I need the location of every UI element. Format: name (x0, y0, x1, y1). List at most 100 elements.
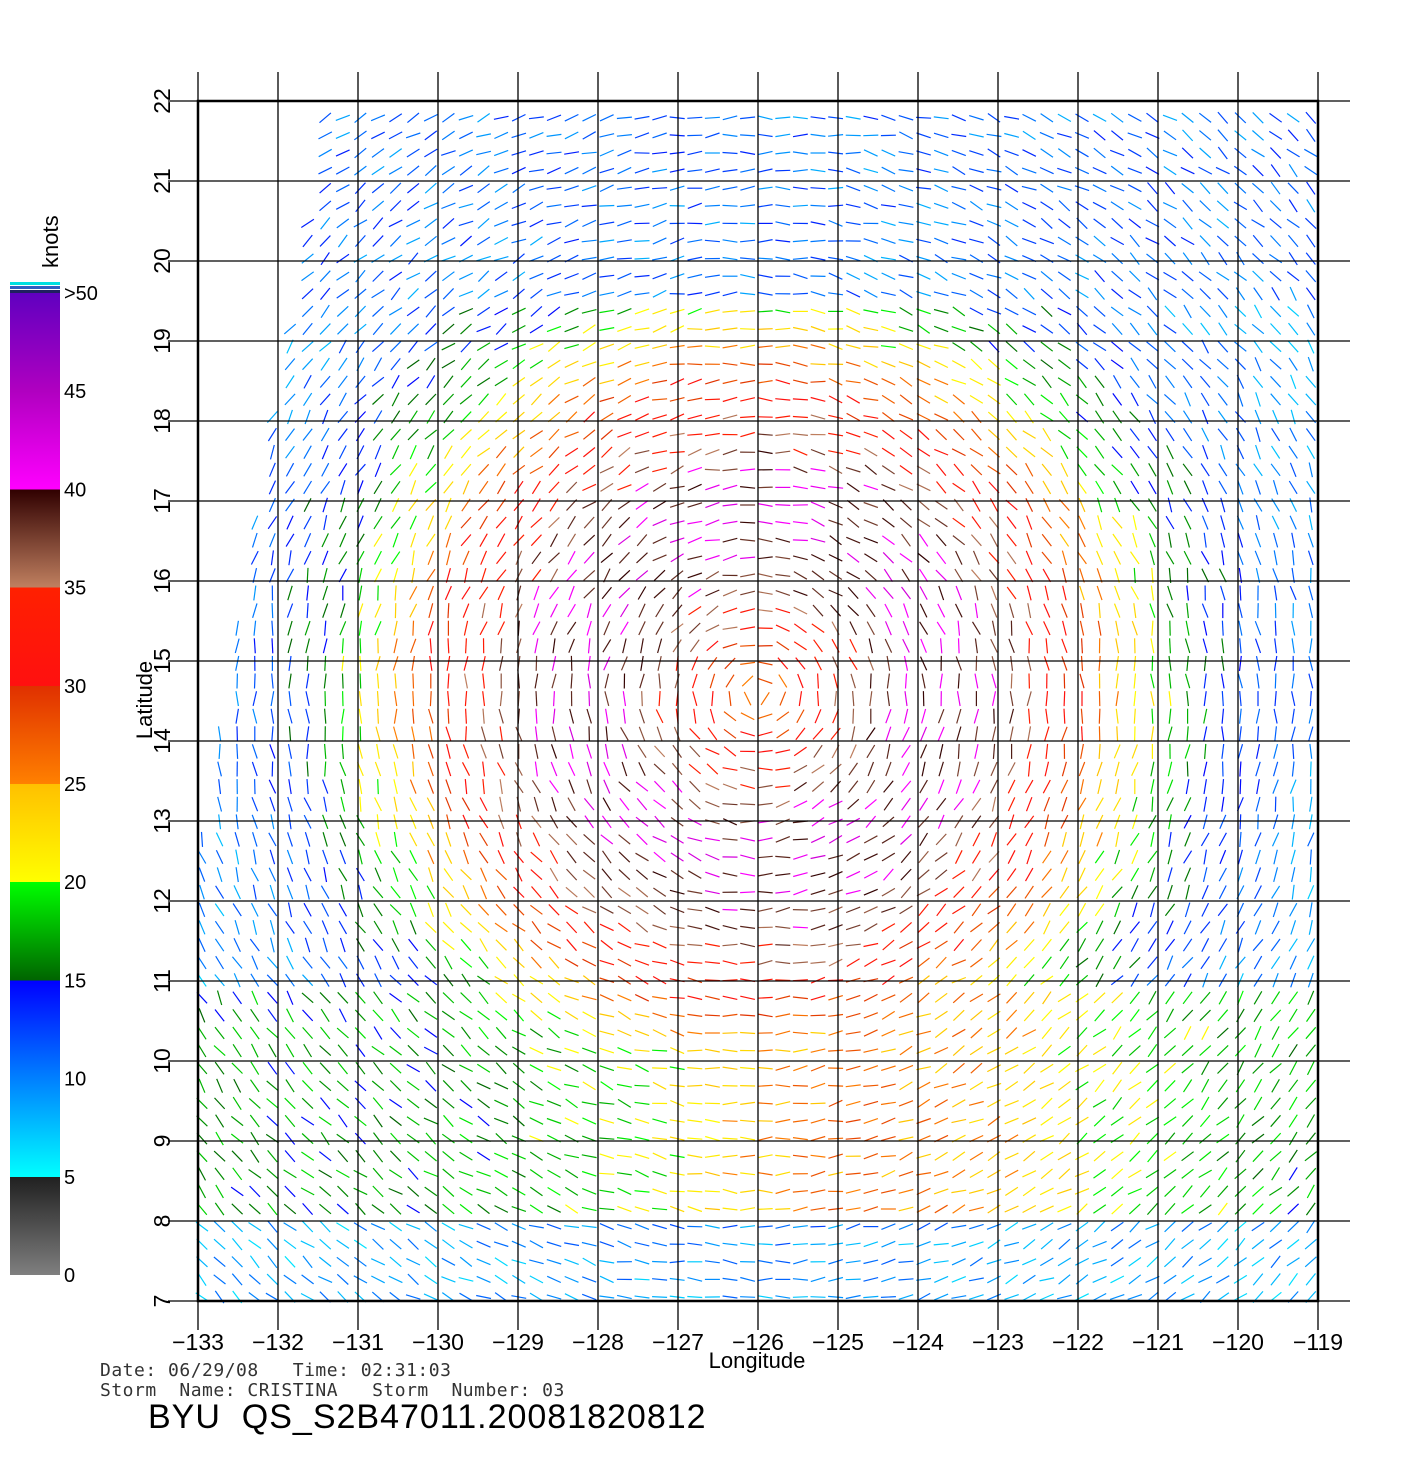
wind-barb (374, 462, 382, 478)
wind-barb (392, 532, 399, 548)
wind-barb (1255, 708, 1261, 724)
wind-barb (1057, 342, 1072, 351)
wind-barb (1255, 796, 1261, 812)
wind-barb (969, 307, 984, 316)
wind-barb (1198, 1257, 1212, 1267)
wind-barb (828, 800, 843, 808)
wind-barb (599, 1189, 615, 1194)
wind-barb (1238, 620, 1243, 636)
wind-barb (1254, 409, 1262, 425)
wind-barb (1025, 462, 1034, 477)
wind-barb (916, 360, 931, 369)
wind-barb (388, 219, 403, 228)
wind-barb (551, 726, 557, 742)
wind-barb (1040, 447, 1054, 458)
wind-barb (1094, 1079, 1105, 1093)
wind-barb (1023, 287, 1035, 300)
wind-barb (1217, 903, 1228, 917)
y-tick-label: 7 (149, 1295, 175, 1308)
wind-barb (899, 1151, 913, 1161)
wind-barb (1251, 219, 1265, 228)
wind-barb (512, 922, 526, 932)
wind-barb (424, 1239, 438, 1249)
wind-barb (1004, 201, 1019, 211)
wind-barb (617, 1205, 632, 1213)
wind-barb (1290, 374, 1297, 390)
wind-barb (1288, 1272, 1298, 1286)
wind-barb (564, 1064, 579, 1073)
wind-barb (305, 849, 310, 865)
wind-barb (582, 941, 597, 949)
wind-barb (1255, 567, 1261, 583)
wind-barb (445, 902, 452, 917)
wind-barb (341, 673, 344, 689)
wind-barb (599, 184, 614, 193)
wind-barb (302, 322, 313, 336)
wind-barb (1253, 1078, 1263, 1093)
wind-barb (933, 308, 949, 314)
wind-barb (1270, 164, 1281, 178)
wind-barb (390, 1132, 402, 1145)
wind-barb (372, 393, 384, 405)
wind-barb (581, 204, 597, 208)
wind-barb (882, 551, 895, 564)
wind-barb (304, 620, 311, 636)
wind-barb (775, 361, 791, 367)
wind-barb (1217, 376, 1229, 388)
wind-barb (970, 939, 982, 951)
wind-barb (392, 867, 399, 882)
wind-barb (775, 1084, 791, 1088)
wind-barb (512, 183, 526, 194)
wind-barb (355, 1149, 366, 1163)
wind-barb (1271, 1167, 1281, 1181)
wind-barb (863, 1172, 879, 1176)
wind-barb (1111, 992, 1124, 1004)
wind-barb (916, 483, 931, 492)
wind-barb (1057, 1257, 1072, 1267)
wind-barb (652, 1207, 668, 1211)
wind-barb (529, 975, 544, 985)
wind-barb (270, 708, 275, 724)
wind-barb (1237, 392, 1244, 407)
wind-barb (1146, 394, 1159, 405)
wind-barb (1167, 849, 1173, 865)
wind-barb (442, 112, 455, 123)
wind-barb (340, 796, 346, 812)
wind-barb (1167, 761, 1173, 777)
wind-barb (863, 1277, 879, 1282)
wind-barb (1270, 1009, 1282, 1022)
wind-barb (1009, 726, 1014, 742)
wind-barb (935, 956, 947, 969)
wind-barb (464, 567, 468, 583)
wind-barb (445, 761, 452, 777)
wind-barb (916, 888, 931, 897)
wind-barb (881, 1240, 896, 1248)
wind-barb (916, 272, 931, 280)
wind-barb (566, 815, 578, 828)
wind-barb (951, 149, 967, 157)
wind-barb (740, 1154, 756, 1158)
wind-barb (846, 325, 861, 333)
wind-barb (547, 1186, 561, 1196)
wind-barb (722, 1224, 738, 1229)
wind-barb (656, 726, 663, 742)
wind-barb (687, 925, 703, 930)
wind-barb (828, 450, 844, 455)
wind-barb (1235, 1149, 1246, 1163)
wind-barb (393, 620, 398, 636)
wind-barb (740, 257, 756, 260)
wind-barb (406, 359, 420, 369)
wind-barb (740, 891, 756, 894)
wind-barb (617, 941, 632, 949)
wind-barb (335, 201, 350, 210)
wind-barb (406, 165, 420, 176)
wind-barb (845, 467, 861, 473)
wind-barb (689, 780, 701, 793)
wind-barb (424, 235, 437, 247)
wind-barb (407, 1167, 419, 1180)
wind-barb (1132, 796, 1138, 812)
wind-barb (953, 798, 964, 811)
wind-barb (286, 339, 294, 354)
wind-barb (1287, 182, 1299, 195)
wind-barb (340, 884, 345, 900)
